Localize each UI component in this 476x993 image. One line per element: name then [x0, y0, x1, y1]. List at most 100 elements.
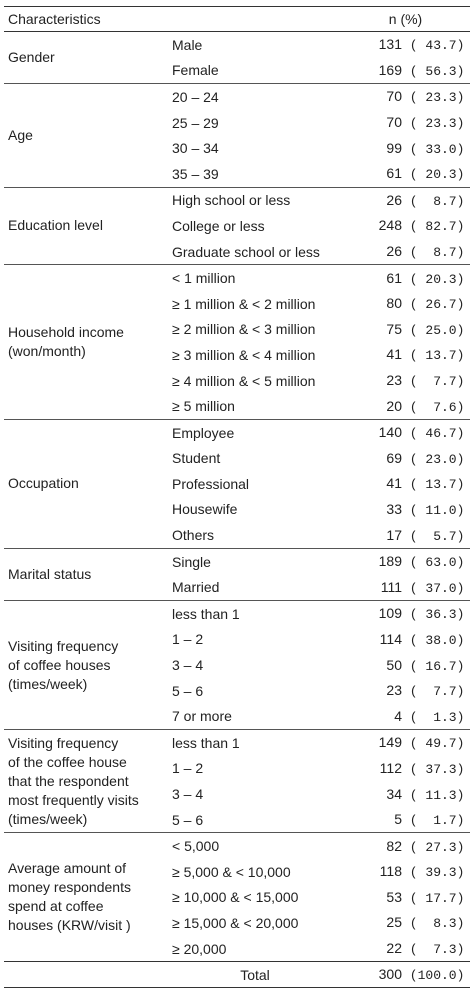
count-value: 53 — [386, 888, 402, 905]
n-percent-value: 53 ( 17.7) — [341, 885, 470, 911]
count-value: 23 — [386, 682, 402, 699]
table-row: 3 – 4 34 ( 11.3) — [4, 781, 470, 807]
table-row: 3 – 4 50 ( 16.7) — [4, 652, 470, 678]
table-row: ≥ 3 million & < 4 million 41 ( 13.7) — [4, 342, 470, 368]
n-percent-value: 41 ( 13.7) — [341, 342, 470, 368]
table-row: Housewife 33 ( 11.0) — [4, 497, 470, 523]
item-label: ≥ 20,000 — [172, 940, 227, 957]
count-value: 248 — [378, 217, 402, 234]
table-row: ≥ 4 million & < 5 million 23 ( 7.7) — [4, 368, 470, 394]
item-label: College or less — [172, 217, 265, 234]
group-label-line: that the respondent — [8, 772, 129, 789]
item-label: ≥ 1 million & < 2 million — [172, 295, 316, 312]
group-label-line: Marital status — [8, 565, 92, 582]
group-label: Education level — [4, 186, 169, 265]
percent-value: ( 20.3) — [402, 271, 465, 287]
n-percent-value: 75 ( 25.0) — [341, 317, 470, 343]
table-row: Professional 41 ( 13.7) — [4, 471, 470, 497]
n-percent-value: 50 ( 16.7) — [341, 652, 470, 678]
n-percent-value: 114 ( 38.0) — [341, 627, 470, 653]
item-label: Student — [172, 450, 221, 467]
percent-value: ( 63.0) — [402, 555, 465, 571]
table-row: Education level High school or less 26 ( 8… — [4, 186, 470, 265]
percent-value: ( 36.3) — [402, 607, 465, 623]
n-percent-value: 26 ( 8.7) — [341, 186, 470, 214]
group-label-line: most frequently visits — [8, 791, 139, 808]
table-header-row: Characteristics n (%) — [4, 6, 470, 32]
group-label-line: (times/week) — [8, 810, 88, 827]
percent-value: ( 13.7) — [402, 348, 465, 364]
percent-value: ( 38.0) — [402, 632, 465, 648]
n-percent-value: 34 ( 11.3) — [341, 781, 470, 807]
group-label-line: Education level — [8, 217, 103, 234]
count-value: 82 — [386, 837, 402, 854]
percent-value: ( 11.0) — [402, 502, 465, 518]
n-percent-value: 33 ( 11.0) — [341, 497, 470, 523]
group-label: Average amount of money respondents spend … — [4, 832, 169, 962]
percent-value: ( 8.3) — [402, 916, 465, 932]
table-row: 25 – 29 70 ( 23.3) — [4, 110, 470, 136]
count-value: 189 — [378, 553, 402, 570]
group-label-line: Occupation — [8, 475, 79, 492]
percent-value: ( 49.7) — [402, 736, 465, 752]
group-label-line: Average amount of — [8, 860, 127, 877]
count-value: 131 — [378, 36, 402, 53]
item-label: 25 – 29 — [172, 114, 219, 131]
characteristics-table: Characteristics n (%) Gender Male 131 ( 43… — [4, 6, 470, 989]
n-percent-value: 69 ( 23.0) — [341, 446, 470, 472]
count-value: 118 — [379, 863, 402, 880]
table-row: Gender Male 131 ( 43.7) — [4, 30, 470, 84]
count-value: 33 — [386, 500, 402, 517]
count-value: 114 — [379, 630, 402, 647]
percent-value: ( 25.0) — [402, 322, 465, 338]
item-label: ≥ 2 million & < 3 million — [172, 321, 316, 338]
n-percent-value: 70 ( 23.3) — [341, 110, 470, 136]
total-row: Total 300 (100.0) — [4, 961, 470, 989]
group-label-line: (times/week) — [8, 675, 88, 692]
n-percent-value: 20 ( 7.6) — [341, 393, 470, 419]
n-percent-value: 17 ( 5.7) — [341, 522, 470, 548]
table-row: Marital status Single 189 ( 63.0) — [4, 547, 470, 601]
table-row: 35 – 39 61 ( 20.3) — [4, 161, 470, 187]
table-row: Visiting frequency of the coffee house tha… — [4, 729, 470, 833]
group-label-line: money respondents — [8, 879, 131, 896]
n-percent-value: 82 ( 27.3) — [341, 832, 470, 859]
item-label: Employee — [169, 418, 341, 446]
item-label: ≥ 5 million — [172, 398, 235, 415]
n-percent-value: 4 ( 1.3) — [341, 703, 470, 729]
group-label-line: (won/month) — [8, 343, 86, 360]
percent-value: (100.0) — [402, 968, 465, 984]
item-label: ≥ 4 million & < 5 million — [172, 372, 316, 389]
percent-value: ( 23.3) — [402, 90, 465, 106]
item-label: less than 1 — [169, 600, 341, 627]
group-label-line: Visiting frequency — [8, 637, 119, 654]
n-percent-value: 149 ( 49.7) — [341, 729, 470, 756]
n-percent-value: 111 ( 37.0) — [341, 574, 470, 600]
count-value: 4 — [394, 707, 402, 724]
item-label: 7 or more — [172, 708, 232, 725]
n-percent-value: 41 ( 13.7) — [341, 471, 470, 497]
count-value: 69 — [386, 449, 402, 466]
count-value: 61 — [386, 165, 402, 182]
count-value: 50 — [386, 656, 402, 673]
percent-value: ( 20.3) — [402, 167, 465, 183]
table-row: Average amount of money respondents spend … — [4, 832, 470, 962]
table-row: Graduate school or less 26 ( 8.7) — [4, 239, 470, 265]
count-value: 23 — [386, 372, 402, 389]
item-label: ≥ 3 million & < 4 million — [172, 346, 316, 363]
n-percent-value: 23 ( 7.7) — [341, 678, 470, 704]
table-row: Married 111 ( 37.0) — [4, 574, 470, 600]
table-row: 7 or more 4 ( 1.3) — [4, 703, 470, 729]
percent-value: ( 26.7) — [402, 297, 465, 313]
item-label: Married — [172, 579, 220, 596]
item-label: ≥ 10,000 & < 15,000 — [172, 889, 299, 906]
group-label: Age — [4, 83, 169, 188]
percent-value: ( 37.3) — [402, 761, 465, 777]
percent-value: ( 56.3) — [402, 63, 465, 79]
percent-value: ( 8.7) — [402, 245, 465, 261]
group-label-line: of coffee houses — [8, 656, 111, 673]
item-label: 1 – 2 — [172, 631, 204, 648]
percent-value: ( 8.7) — [402, 193, 465, 209]
percent-value: ( 7.7) — [402, 684, 465, 700]
item-label: < 5,000 — [169, 832, 341, 859]
